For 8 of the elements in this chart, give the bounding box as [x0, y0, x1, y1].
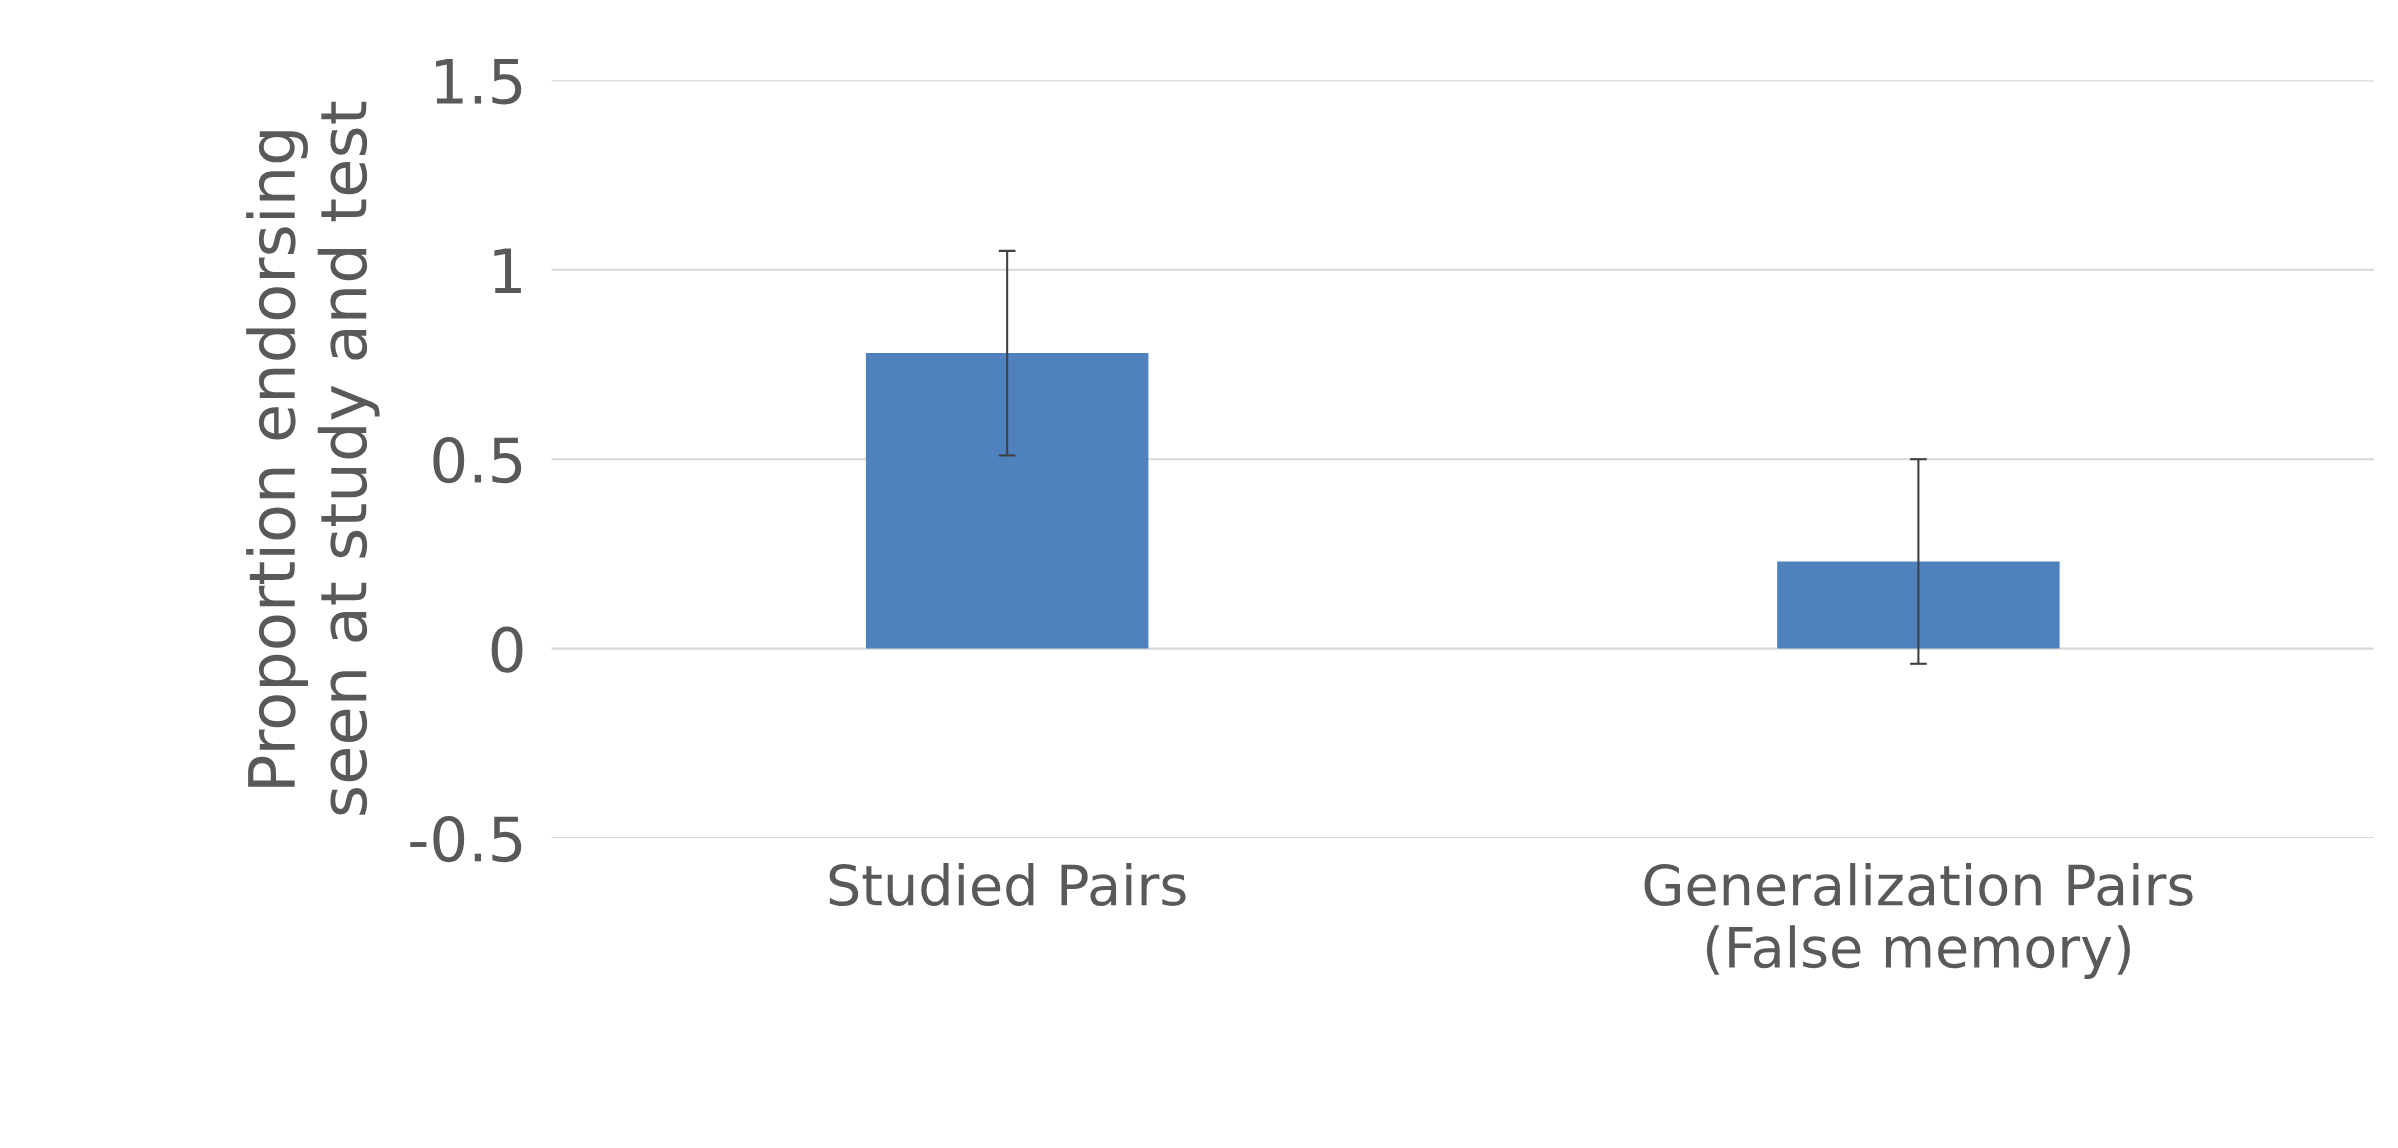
x-tick-label: Generalization Pairs (False memory): [1644, 863, 2193, 980]
y-axis-title: Proportion endorsing seen at study and test: [246, 101, 380, 815]
y-tick-label: 1: [494, 248, 521, 293]
y-tick-label: -0.5: [410, 815, 522, 863]
x-tick-label: Studied Pairs: [829, 863, 1186, 907]
y-tick-label: 1.5: [436, 59, 522, 105]
y-tick-label: 0: [491, 626, 523, 673]
y-tick-label: 0.5: [433, 437, 522, 484]
